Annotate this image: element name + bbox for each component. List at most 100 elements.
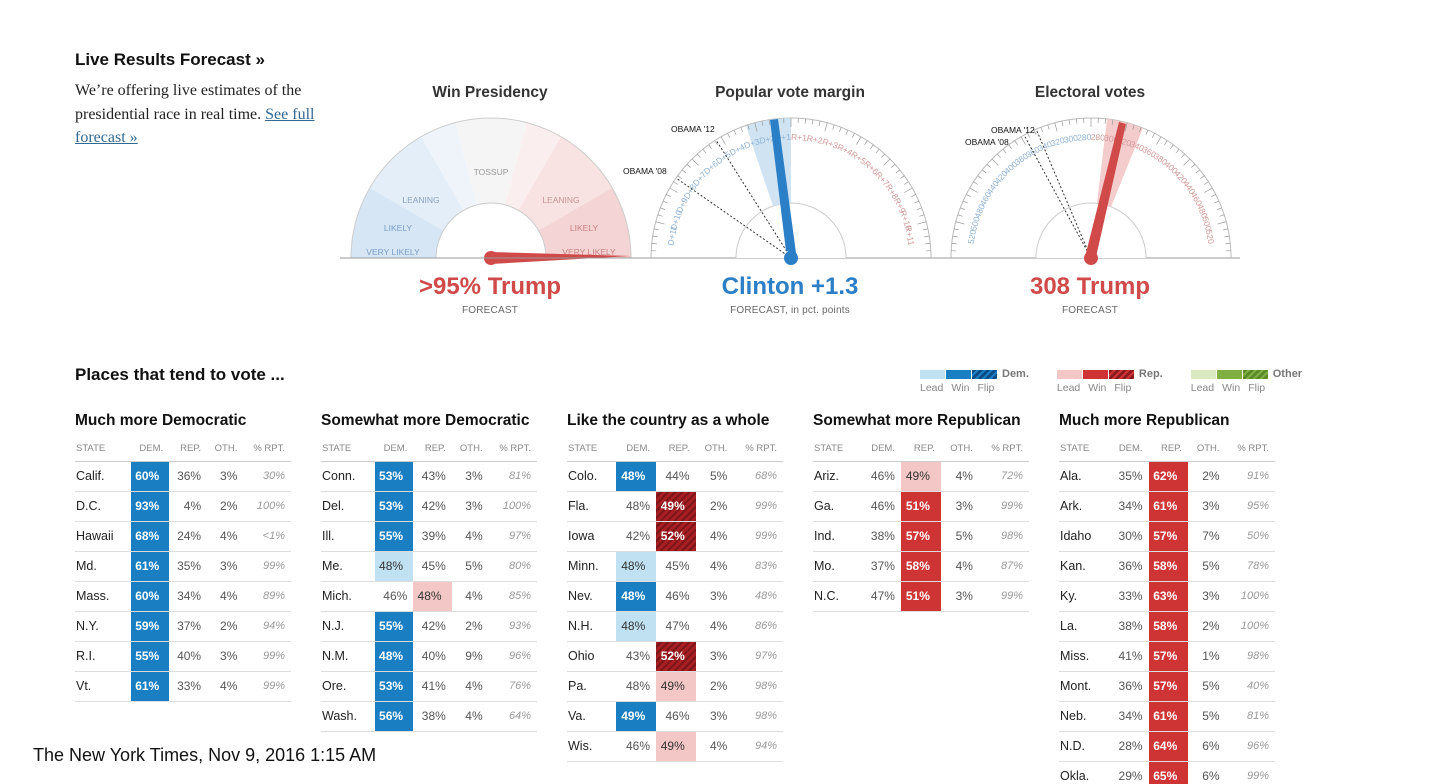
- oth-pct: 7%: [1187, 521, 1226, 552]
- table-row[interactable]: Colo. 48% 44% 5% 68%: [567, 461, 783, 492]
- dem-tick-label: 500: [968, 215, 982, 232]
- table-row[interactable]: Md. 61% 35% 3% 99%: [75, 551, 291, 582]
- state-name: Mich.: [321, 581, 375, 612]
- rep-pct: 57%: [1148, 671, 1188, 702]
- dem-pct: 33%: [1109, 581, 1149, 612]
- gauge-tick: [818, 120, 821, 127]
- pct-reporting: 96%: [488, 641, 537, 672]
- gauge-tick: [1033, 129, 1037, 135]
- state-name: Kan.: [1059, 551, 1110, 582]
- table-row[interactable]: Ore. 53% 41% 4% 76%: [321, 671, 537, 702]
- column-title: Much more Republican: [1059, 412, 1230, 429]
- timestamp-caption: The New York Times, Nov 9, 2016 1:15 AM: [33, 745, 377, 765]
- see-full-forecast-link[interactable]: See full forecast »: [75, 105, 315, 147]
- gauge-tick: [768, 119, 771, 125]
- table-row[interactable]: N.C. 47% 51% 3% 99%: [813, 581, 1029, 612]
- table-row[interactable]: Iowa 42% 52% 4% 99%: [567, 521, 783, 552]
- table-row[interactable]: N.Y. 59% 37% 2% 94%: [75, 611, 291, 642]
- pct-reporting: 98%: [733, 701, 783, 732]
- dem-pct: 30%: [1109, 521, 1149, 552]
- table-row[interactable]: N.J. 55% 42% 2% 93%: [321, 611, 537, 642]
- state-group-column: Somewhat more Democratic STATE DEM. REP. OTH…: [321, 412, 537, 732]
- table-row[interactable]: Mass. 60% 34% 4% 89%: [75, 581, 291, 612]
- table-row[interactable]: Hawaii 68% 24% 4% <1%: [75, 521, 291, 552]
- table-row[interactable]: Ill. 55% 39% 4% 97%: [321, 521, 537, 552]
- gauge-tick: [1217, 221, 1227, 225]
- table-row[interactable]: Fla. 48% 49% 2% 99%: [567, 491, 783, 522]
- gauge-tick: [1183, 158, 1191, 166]
- table-row[interactable]: Minn. 48% 45% 4% 83%: [567, 551, 783, 582]
- gauge-needle: [1086, 122, 1126, 257]
- table-row[interactable]: Ky. 33% 63% 3% 100%: [1059, 581, 1275, 612]
- table-row[interactable]: Ark. 34% 61% 3% 95%: [1059, 491, 1275, 522]
- zone-dem-very-likely: [351, 188, 444, 258]
- table-row[interactable]: Ohio 43% 52% 3% 97%: [567, 641, 783, 672]
- table-row[interactable]: Okla. 29% 65% 6% 99%: [1059, 761, 1275, 784]
- pct-reporting: 100%: [488, 491, 537, 522]
- table-row[interactable]: Me. 48% 45% 5% 80%: [321, 551, 537, 582]
- table-row[interactable]: Mont. 36% 57% 5% 40%: [1059, 671, 1275, 702]
- column-header: REP.: [1148, 442, 1188, 462]
- rep-pct: 58%: [1148, 551, 1188, 582]
- table-row[interactable]: Nev. 48% 46% 3% 48%: [567, 581, 783, 612]
- table-row[interactable]: R.I. 55% 40% 3% 99%: [75, 641, 291, 672]
- needle-hub: [784, 251, 798, 265]
- table-row[interactable]: Mo. 37% 58% 4% 87%: [813, 551, 1029, 582]
- table-row[interactable]: N.H. 48% 47% 4% 86%: [567, 611, 783, 642]
- gauge-tick: [1047, 124, 1050, 130]
- table-row[interactable]: Ga. 46% 51% 3% 99%: [813, 491, 1029, 522]
- forecast-text: We’re offering live estimates of the pre…: [75, 82, 302, 123]
- dem-pct: 56%: [374, 701, 414, 732]
- pct-reporting: 76%: [488, 671, 537, 702]
- table-row[interactable]: Idaho 30% 57% 7% 50%: [1059, 521, 1275, 552]
- state-name: Iowa: [567, 521, 617, 552]
- pct-reporting: 87%: [978, 551, 1029, 582]
- gauge-tick: [669, 187, 678, 193]
- table-row[interactable]: Conn. 53% 43% 3% 81%: [321, 461, 537, 492]
- legend-swatch-flip: [1242, 369, 1268, 379]
- gauge-tick: [1175, 148, 1180, 154]
- table-row[interactable]: D.C. 93% 4% 2% 100%: [75, 491, 291, 522]
- rep-tick-label: R+2: [806, 133, 824, 146]
- table-row[interactable]: Mich. 46% 48% 4% 85%: [321, 581, 537, 612]
- table-row[interactable]: Ind. 38% 57% 5% 98%: [813, 521, 1029, 552]
- table-row[interactable]: Va. 49% 46% 3% 98%: [567, 701, 783, 732]
- column-header: % RPT.: [1225, 442, 1275, 462]
- table-row[interactable]: Ariz. 46% 49% 4% 72%: [813, 461, 1029, 492]
- table-row[interactable]: Miss. 41% 57% 1% 98%: [1059, 641, 1275, 672]
- gauge-tick: [691, 158, 699, 166]
- gauge-tick: [761, 120, 764, 127]
- forecast-title[interactable]: Live Results Forecast »: [75, 50, 265, 69]
- table-row[interactable]: Kan. 36% 58% 5% 78%: [1059, 551, 1275, 582]
- table-row[interactable]: Ala. 35% 62% 2% 91%: [1059, 461, 1275, 492]
- oth-pct: 2%: [207, 611, 244, 642]
- table-row[interactable]: Pa. 48% 49% 2% 98%: [567, 671, 783, 702]
- gauge-tick: [1008, 144, 1012, 149]
- zone-rep-very-likely: [538, 188, 631, 258]
- table-row[interactable]: Wis. 46% 49% 4% 94%: [567, 731, 783, 762]
- column-header: OTH.: [695, 442, 734, 462]
- table-row[interactable]: Vt. 61% 33% 4% 99%: [75, 671, 291, 702]
- gauge-tick: [657, 214, 663, 217]
- state-name: Ky.: [1059, 581, 1110, 612]
- gauge-tick: [1132, 124, 1135, 130]
- rep-pct: 40%: [169, 641, 208, 672]
- column-header: OTH.: [207, 442, 244, 462]
- gauge-tick: [677, 175, 682, 179]
- results-table: STATE DEM. REP. OTH.% RPT. Calif. 60% 36% 3% 30%…: [75, 442, 291, 702]
- table-row[interactable]: Del. 53% 42% 3% 100%: [321, 491, 537, 522]
- gauge-tick: [1156, 136, 1162, 145]
- table-row[interactable]: Wash. 56% 38% 4% 64%: [321, 701, 537, 732]
- table-row[interactable]: Neb. 34% 61% 5% 81%: [1059, 701, 1275, 732]
- gauge-tick: [1151, 133, 1155, 138]
- oth-pct: 3%: [940, 581, 979, 612]
- table-row[interactable]: Calif. 60% 36% 3% 30%: [75, 461, 291, 492]
- table-row[interactable]: N.D. 28% 64% 6% 96%: [1059, 731, 1275, 762]
- pct-reporting: 98%: [733, 671, 783, 702]
- oth-pct: 9%: [451, 641, 489, 672]
- gauge-tick: [960, 207, 966, 210]
- table-row[interactable]: N.M. 48% 40% 9% 96%: [321, 641, 537, 672]
- table-row[interactable]: La. 38% 58% 2% 100%: [1059, 611, 1275, 642]
- dem-pct: 46%: [861, 461, 901, 492]
- legend-swatch-win: [1216, 369, 1242, 379]
